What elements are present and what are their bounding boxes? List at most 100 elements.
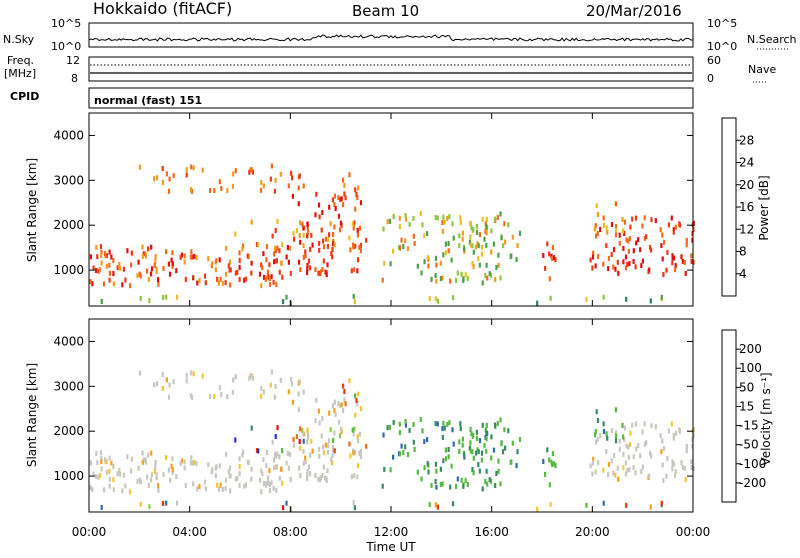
velocity-cell — [616, 465, 619, 471]
power-cell — [154, 254, 157, 259]
power-cell — [485, 230, 488, 236]
velocity-cell — [443, 425, 446, 431]
power-cell — [594, 263, 597, 269]
velocity-cell — [628, 467, 631, 473]
velocity-cell — [318, 453, 321, 459]
velocity-cell — [340, 402, 343, 408]
power-cell — [426, 231, 429, 237]
power-cell — [262, 183, 265, 189]
velocity-cell — [430, 482, 433, 488]
velocity-cell — [450, 463, 453, 469]
velocity-cell — [621, 423, 624, 428]
velocity-cell — [231, 389, 234, 395]
power-cell — [595, 203, 598, 209]
velocity-cell — [480, 450, 484, 456]
velocity-cell — [141, 450, 144, 456]
power-cell — [339, 220, 342, 226]
power-cell — [185, 167, 188, 173]
power-cell — [171, 250, 174, 256]
velocity-cell — [96, 460, 99, 466]
power-cell — [622, 259, 625, 265]
velocity-cell — [108, 455, 111, 461]
station-title: Hokkaido (fitACF) — [93, 0, 232, 18]
velocity-cell — [339, 426, 342, 432]
velocity-cell — [484, 427, 487, 433]
velocity-cell — [273, 457, 276, 463]
velocity-cell — [671, 466, 674, 472]
velocity-cell — [317, 408, 321, 414]
power-cell — [599, 227, 602, 232]
power-cell — [510, 253, 513, 259]
power-cell — [692, 259, 695, 265]
velocity-cell — [627, 444, 630, 450]
power-cell — [639, 247, 642, 253]
power-cell — [359, 248, 362, 254]
velocity-cell — [690, 465, 693, 470]
colorbar-tick-label: 12 — [739, 222, 754, 236]
velocity-cell — [204, 486, 207, 492]
power-cell — [268, 281, 272, 287]
velocity-cell — [435, 484, 438, 490]
power-cell — [304, 249, 307, 255]
y-tick-label: 1000 — [53, 263, 84, 277]
velocity-cell — [192, 481, 195, 487]
velocity-cell — [192, 371, 195, 377]
power-cell — [342, 177, 345, 183]
velocity-cell — [238, 463, 241, 469]
nsky-label: N.Sky — [3, 33, 35, 46]
velocity-cell — [100, 455, 103, 461]
x-tick-label: 00:00 — [72, 525, 107, 539]
power-ylabel: Slant Range [km] — [25, 158, 39, 262]
power-cell — [333, 202, 336, 207]
power-cell — [241, 246, 244, 252]
velocity-cell — [434, 502, 437, 508]
power-cell — [478, 232, 482, 238]
power-cell — [594, 223, 597, 229]
velocity-cell — [421, 428, 424, 434]
velocity-cell — [306, 476, 309, 482]
power-cell — [469, 234, 472, 240]
velocity-cell — [276, 451, 279, 457]
power-cell — [291, 175, 294, 181]
power-cell — [192, 275, 195, 281]
power-cell — [412, 233, 415, 239]
velocity-cell — [172, 379, 175, 385]
power-cell — [624, 254, 628, 260]
power-cell — [412, 216, 415, 221]
velocity-cell — [358, 450, 361, 456]
velocity-cell — [458, 439, 461, 445]
power-cell — [458, 233, 461, 239]
power-cell — [463, 246, 466, 252]
velocity-cell — [591, 471, 594, 477]
velocity-cell — [614, 433, 618, 439]
velocity-cell — [306, 472, 309, 478]
power-cell — [271, 233, 274, 239]
velocity-cell — [447, 447, 450, 452]
power-cell — [138, 164, 142, 170]
power-cell — [165, 249, 168, 255]
velocity-cell — [112, 464, 115, 470]
power-cell — [263, 274, 266, 280]
velocity-cell — [662, 478, 665, 483]
power-cell — [150, 244, 153, 250]
velocity-cell — [165, 500, 168, 506]
velocity-cell — [477, 449, 480, 455]
velocity-cell — [207, 462, 210, 468]
power-cell — [304, 253, 307, 259]
velocity-cell — [416, 469, 419, 475]
velocity-cell — [321, 473, 324, 478]
power-cell — [157, 277, 160, 283]
velocity-cell — [144, 459, 147, 465]
velocity-cell — [238, 482, 241, 488]
velocity-cell — [613, 453, 616, 459]
power-cell — [605, 243, 608, 249]
power-cell — [292, 230, 295, 236]
power-cell — [183, 253, 186, 259]
power-cell — [624, 265, 627, 271]
power-cell — [242, 243, 245, 249]
velocity-cell — [156, 381, 159, 387]
power-cell — [685, 237, 688, 243]
power-cell — [591, 265, 594, 271]
velocity-cell — [650, 423, 653, 429]
